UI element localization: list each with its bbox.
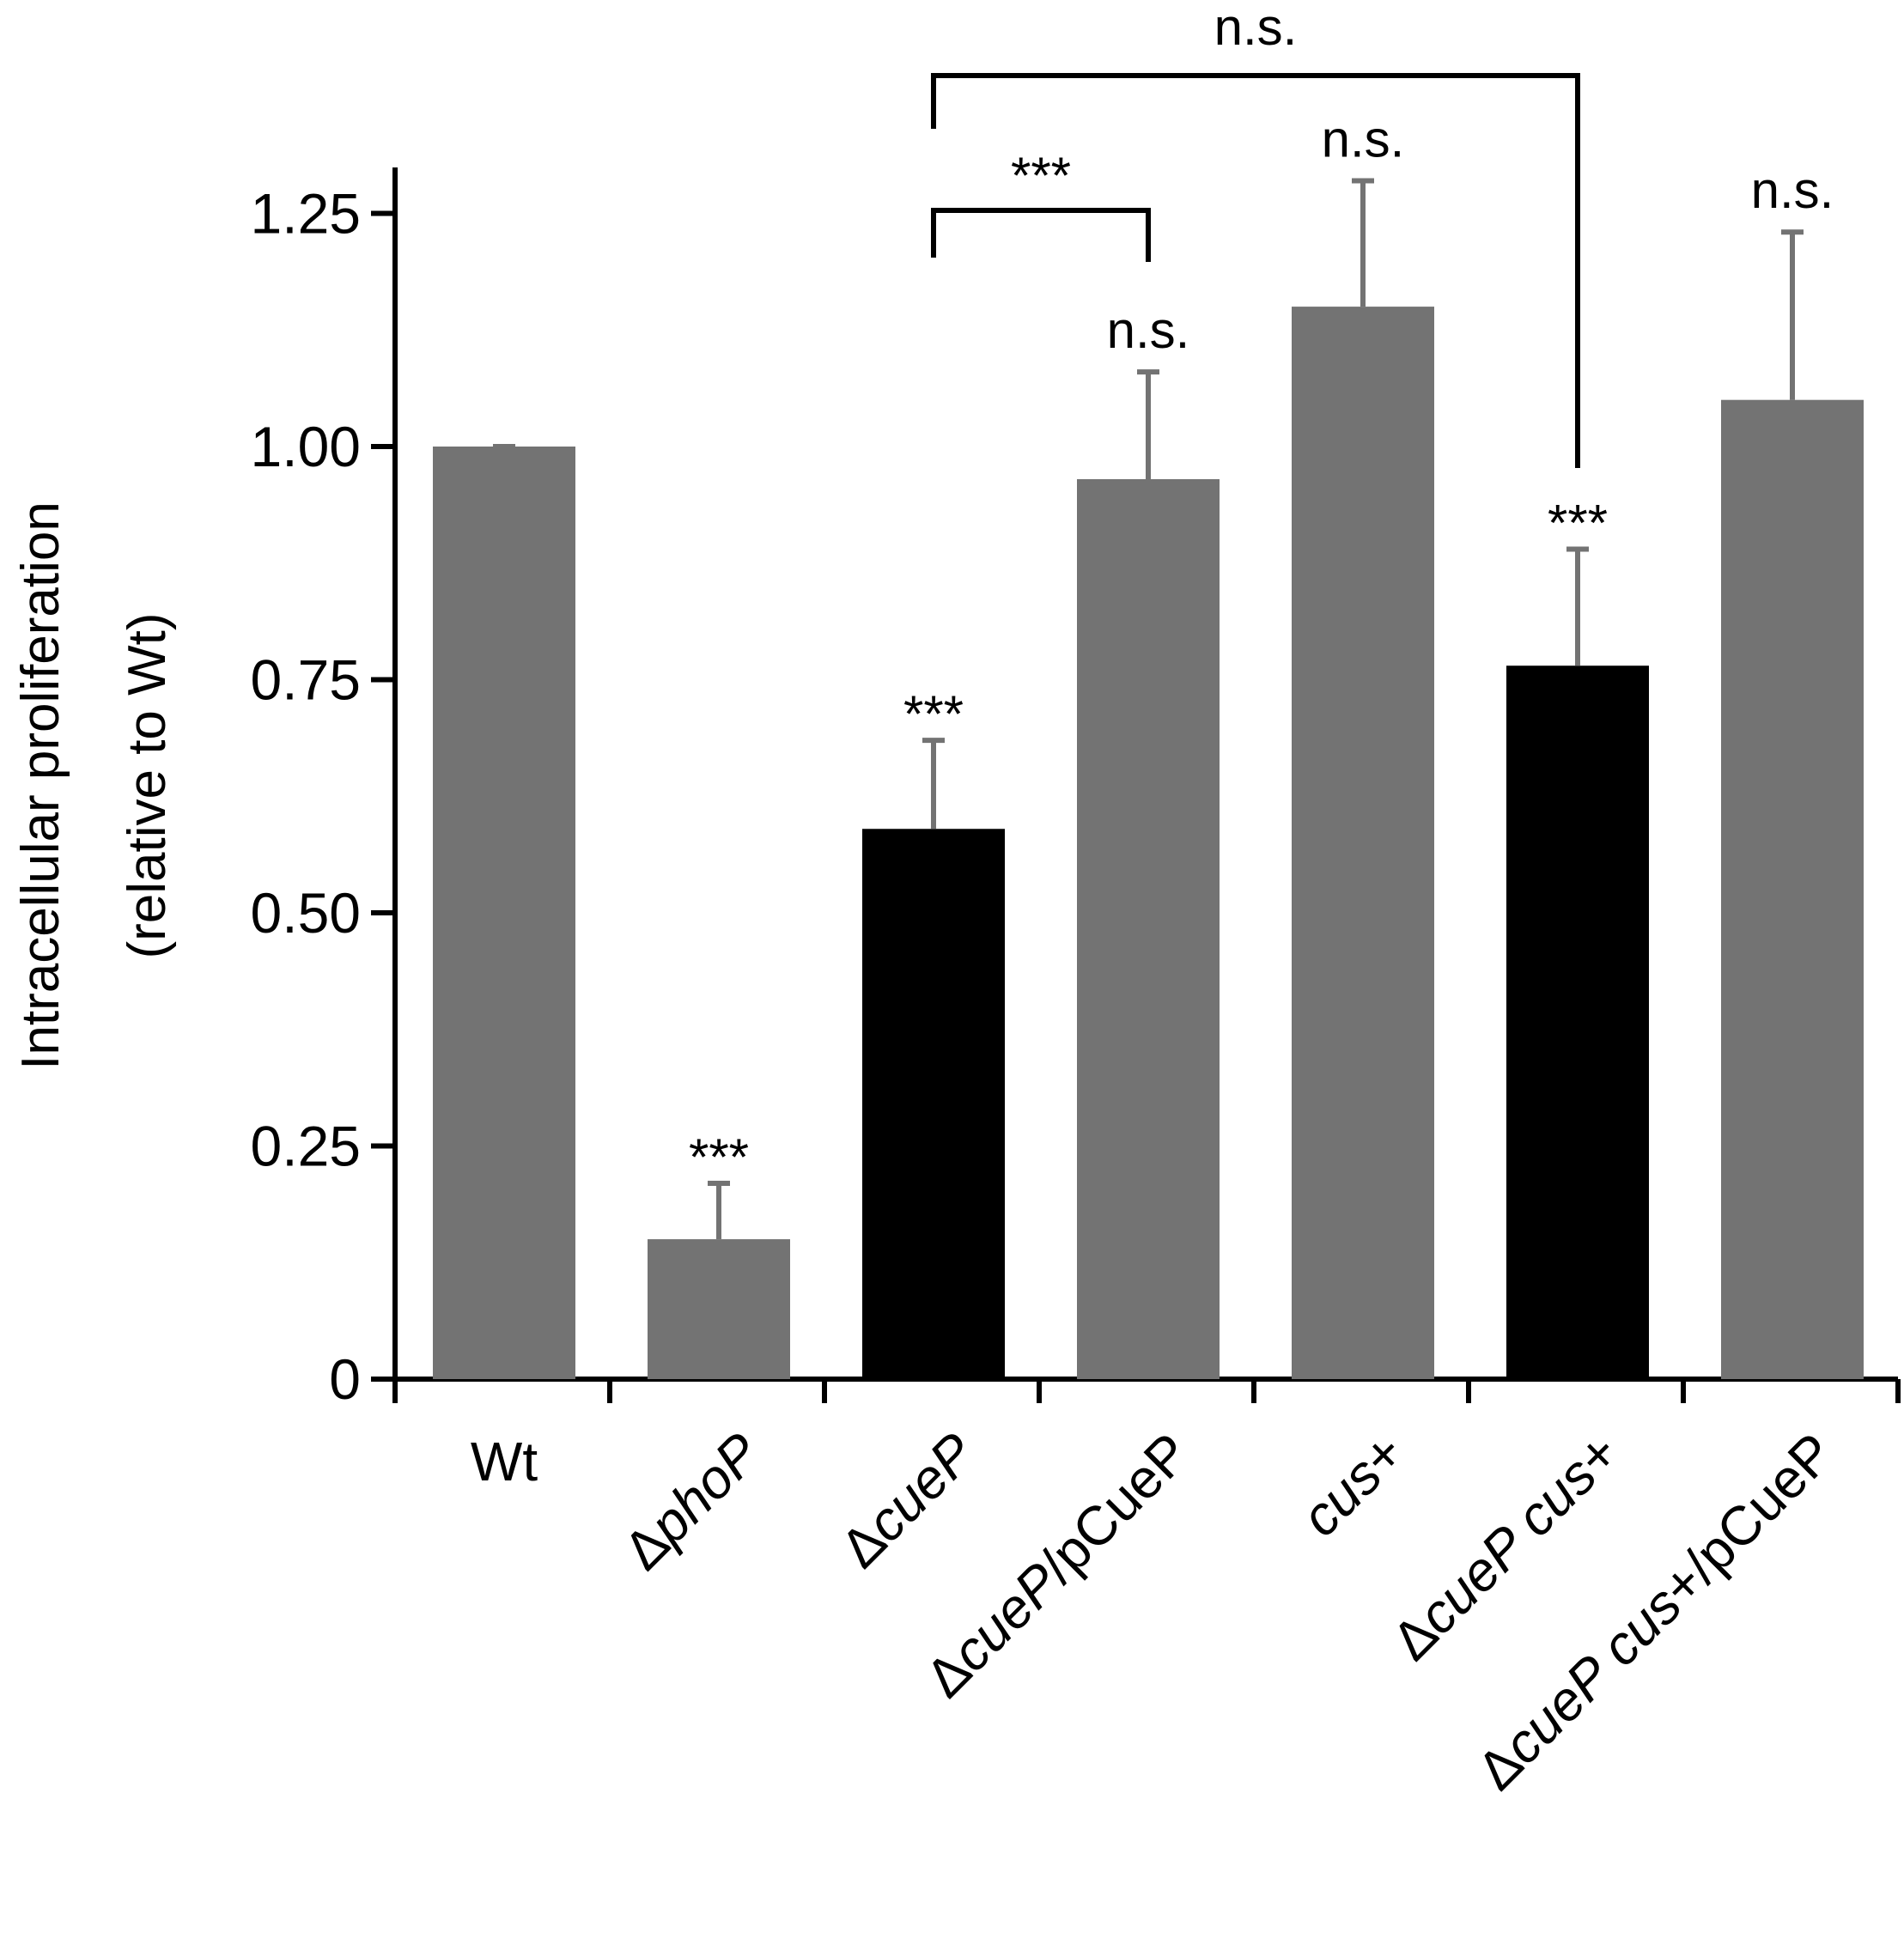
bar <box>648 1239 790 1379</box>
comparison-brackets: *** n.s. <box>931 0 1580 468</box>
significance-label: *** <box>1548 494 1608 551</box>
bar <box>1292 307 1434 1380</box>
bars <box>433 307 1864 1380</box>
significance-label: n.s. <box>1751 161 1834 219</box>
x-tick-label-part: /pCueP <box>1028 1421 1201 1595</box>
y-tick-label: 0 <box>329 1347 361 1411</box>
y-tick-label: 1.25 <box>251 182 361 246</box>
x-tick-label: Wt <box>471 1431 538 1492</box>
x-tick-label-part: +/pCueP <box>1650 1421 1846 1617</box>
x-tick-label-part: Wt <box>471 1431 538 1492</box>
bracket-label: *** <box>1011 147 1071 204</box>
y-tick-label: 0.50 <box>251 881 361 945</box>
significance-label: n.s. <box>1107 301 1190 359</box>
bar <box>1077 479 1220 1379</box>
x-tick-label-part: cueP cus <box>1491 1573 1693 1775</box>
y-tick-label: 0.75 <box>251 648 361 712</box>
x-tick-label-part: cueP cus <box>1406 1444 1608 1645</box>
bar <box>1506 666 1649 1379</box>
bracket-label: n.s. <box>1214 0 1298 56</box>
x-tick-label: ΔcueP <box>829 1421 988 1580</box>
bar <box>433 447 575 1379</box>
y-axis-title: Intracellular proliferation <box>11 501 70 1070</box>
y-tick-label: 0.25 <box>251 1115 361 1178</box>
x-tick-label: ΔcueP cus+/pCueP <box>1465 1421 1846 1802</box>
significance-label: *** <box>689 1128 749 1186</box>
x-tick-label: cus+ <box>1289 1421 1416 1548</box>
error-bars <box>493 178 1804 1240</box>
significance-labels: *** *** n.s. n.s. *** n.s. <box>689 110 1834 1185</box>
comparison-bracket <box>931 73 1580 468</box>
bar <box>1721 399 1864 1380</box>
bar <box>862 829 1005 1379</box>
significance-label: *** <box>903 685 964 743</box>
comparison-bracket <box>931 208 1151 262</box>
y-axis-subtitle: (relative to Wt) <box>118 612 177 958</box>
significance-label: n.s. <box>1322 110 1405 167</box>
x-tick-label: ΔphoP <box>611 1421 772 1582</box>
y-tick-labels: 0 0.25 0.50 0.75 1.00 1.25 <box>251 182 361 1412</box>
y-tick-label: 1.00 <box>251 415 361 478</box>
